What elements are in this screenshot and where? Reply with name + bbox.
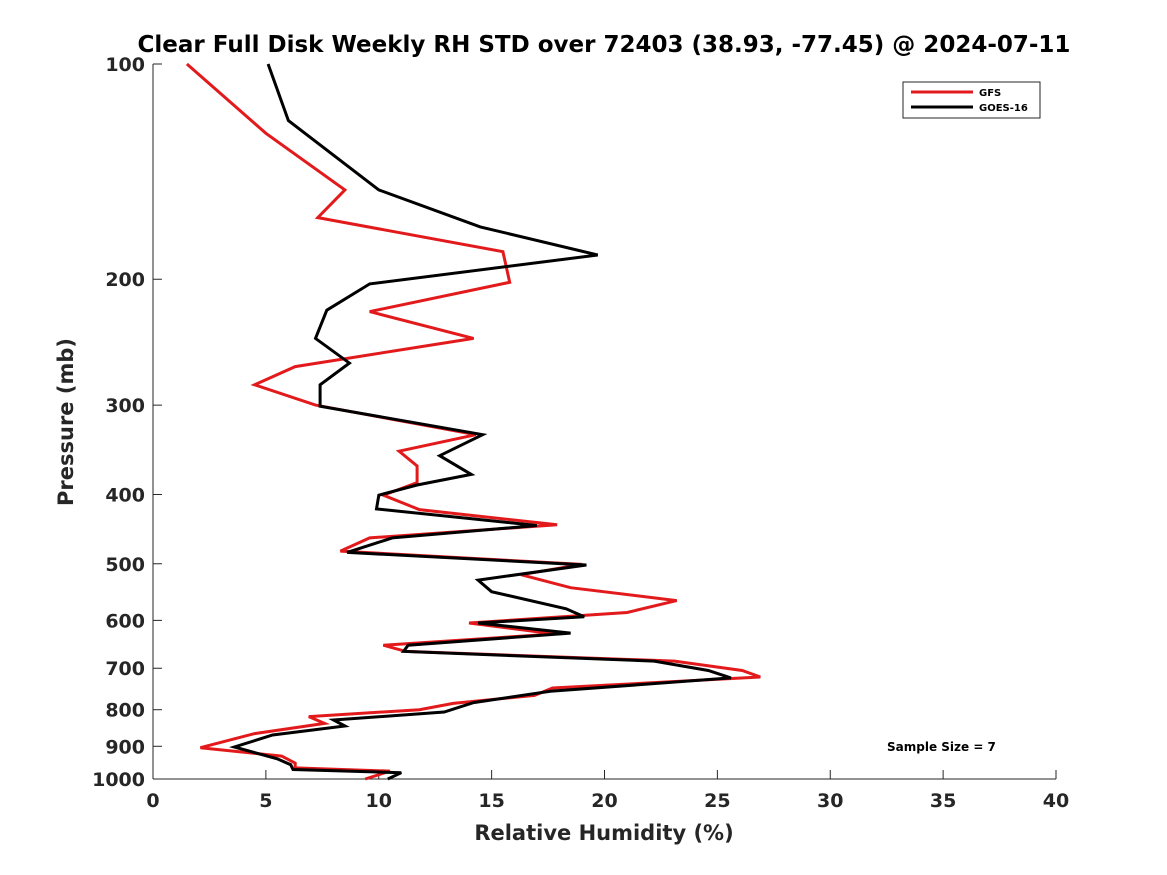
- y-tick-label: 200: [105, 269, 145, 291]
- sample-size-annotation: Sample Size = 7: [887, 740, 996, 754]
- x-tick-label: 40: [1043, 790, 1069, 812]
- y-tick-label: 300: [105, 395, 145, 417]
- x-tick-label: 30: [817, 790, 843, 812]
- x-tick-group: 0 5 10 15 20 25 30 35 40: [146, 770, 1069, 812]
- legend: GFS GOES-16: [902, 81, 1041, 119]
- x-tick-label: 15: [478, 790, 504, 812]
- series-line-goes16: [228, 63, 732, 781]
- y-tick-label: 900: [105, 736, 145, 758]
- x-tick-label: 5: [259, 790, 272, 812]
- x-axis-label: Relative Humidity (%): [474, 821, 733, 845]
- series-line-gfs: [185, 62, 761, 781]
- x-tick-label: 0: [146, 790, 159, 812]
- legend-box: [902, 81, 1041, 119]
- legend-label-gfs: GFS: [979, 88, 1001, 99]
- y-tick-label: 1000: [92, 769, 145, 791]
- y-tick-group: 100 200 300 400 500 600 700 800 900 1000: [92, 54, 162, 791]
- x-tick-label: 35: [930, 790, 956, 812]
- y-tick-label: 400: [105, 484, 145, 506]
- y-tick-label: 700: [105, 658, 145, 680]
- y-tick-label: 600: [105, 610, 145, 632]
- y-axis-label: Pressure (mb): [54, 338, 78, 506]
- x-tick-label: 10: [366, 790, 392, 812]
- series-group: [185, 62, 761, 781]
- chart-title: Clear Full Disk Weekly RH STD over 72403…: [138, 32, 1071, 58]
- x-tick-label: 25: [704, 790, 730, 812]
- y-tick-label: 100: [105, 54, 145, 76]
- legend-label-goes16: GOES-16: [979, 103, 1028, 114]
- y-tick-label: 500: [105, 554, 145, 576]
- x-tick-label: 20: [591, 790, 617, 812]
- y-tick-label: 800: [105, 700, 145, 722]
